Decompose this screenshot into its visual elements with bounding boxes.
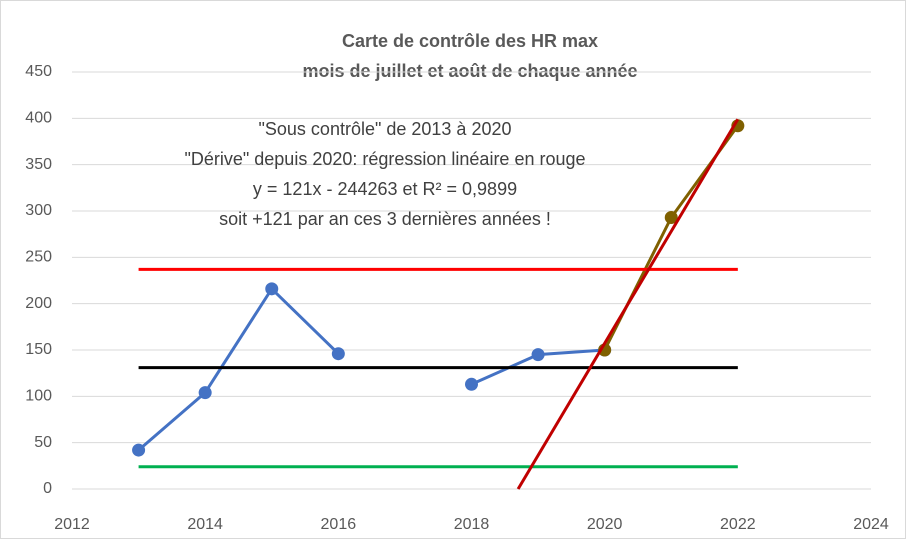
x-tick-label: 2020 [587, 516, 623, 533]
y-tick-label: 400 [25, 110, 52, 127]
data-point [465, 377, 478, 391]
annotation: "Dérive" depuis 2020: régression linéair… [184, 149, 585, 169]
series-line [137, 286, 340, 452]
chart-title: Carte de contrôle des HR max [342, 31, 598, 51]
data-point [531, 348, 545, 362]
y-tick-label: 0 [43, 480, 52, 497]
y-tick-label: 150 [25, 341, 52, 358]
y-tick-label: 100 [25, 388, 52, 405]
y-tick-label: 450 [25, 63, 52, 80]
y-tick-label: 350 [25, 156, 52, 173]
annotation: soit +121 par an ces 3 dernières années … [219, 209, 551, 229]
data-point [198, 386, 212, 400]
annotation: "Sous contrôle" de 2013 à 2020 [259, 119, 512, 139]
x-tick-label: 2018 [454, 516, 490, 533]
data-point [664, 210, 678, 224]
annotation: y = 121x - 244263 et R² = 0,9899 [253, 179, 517, 199]
x-tick-label: 2012 [54, 516, 90, 533]
chart-subtitle: mois de juillet et août de chaque année [302, 61, 637, 81]
y-tick-label: 250 [25, 249, 52, 266]
data-point [132, 443, 146, 457]
x-tick-label: 2014 [187, 516, 223, 533]
series-line [516, 118, 740, 490]
x-tick-label: 2024 [853, 516, 889, 533]
y-tick-label: 300 [25, 202, 52, 219]
y-tick-label: 200 [25, 295, 52, 312]
x-tick-label: 2022 [720, 516, 756, 533]
y-tick-label: 50 [34, 434, 52, 451]
x-tick-label: 2016 [321, 516, 357, 533]
data-point [331, 347, 345, 361]
data-point [265, 282, 279, 296]
